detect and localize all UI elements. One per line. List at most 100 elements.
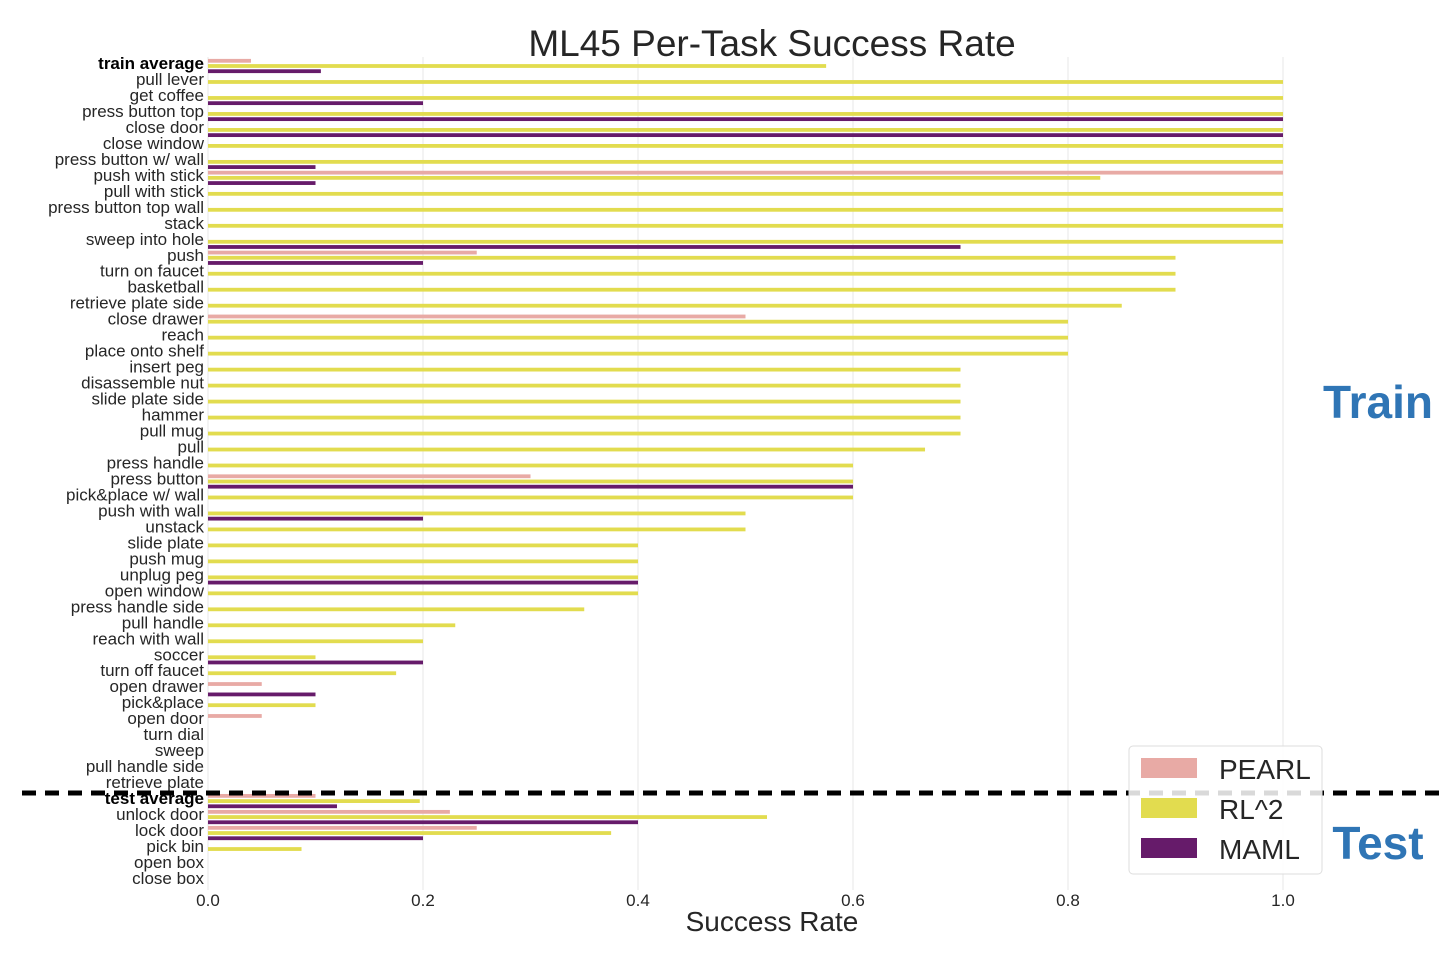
category-label-basketball: basketball xyxy=(127,278,204,297)
legend-label-rl2: RL^2 xyxy=(1219,794,1284,825)
bar-rl-2-push xyxy=(208,255,1176,260)
category-label-close-drawer: close drawer xyxy=(108,310,205,329)
bar-rl-2-pick-bin xyxy=(208,847,302,851)
bar-rl-2-unlock-door xyxy=(208,815,767,819)
bar-rl-2-close-drawer xyxy=(208,319,1068,324)
category-label-retrieve-plate-side: retrieve plate side xyxy=(70,294,204,313)
bar-pearl-lock-door xyxy=(208,825,477,830)
legend-swatch-maml xyxy=(1141,838,1197,858)
category-label-turn-dial: turn dial xyxy=(144,725,204,744)
bar-pearl-train-average xyxy=(208,58,251,63)
category-label-insert-peg: insert peg xyxy=(129,358,204,377)
category-label-pull-with-stick: pull with stick xyxy=(104,182,205,201)
category-label-disassemble-nut: disassemble nut xyxy=(81,374,204,393)
bars xyxy=(208,58,1283,851)
category-label-pick-place-w-wall: pick&place w/ wall xyxy=(66,485,204,504)
category-label-open-window: open window xyxy=(105,581,205,600)
bar-rl-2-lock-door xyxy=(208,831,612,835)
category-label-hammer: hammer xyxy=(142,406,205,425)
bar-rl-2-test-average xyxy=(208,799,420,803)
bar-rl-2-place-onto-shelf xyxy=(208,351,1068,356)
x-tick-label: 0.8 xyxy=(1056,891,1080,910)
category-label-reach: reach xyxy=(161,326,204,345)
category-label-turn-on-faucet: turn on faucet xyxy=(100,262,204,281)
bar-maml-soccer xyxy=(208,660,423,665)
category-label-close-window: close window xyxy=(103,134,205,153)
bar-rl-2-press-handle xyxy=(208,463,853,468)
bar-maml-test-average xyxy=(208,804,337,809)
bar-maml-press-button-w-wall xyxy=(208,165,316,169)
bar-pearl-test-average xyxy=(208,793,316,798)
bar-rl-2-retrieve-plate-side xyxy=(208,303,1122,308)
bar-rl-2-close-door xyxy=(208,128,1283,132)
legend: PEARL RL^2 MAML xyxy=(1128,745,1323,875)
bar-rl-2-reach-with-wall xyxy=(208,639,423,644)
category-label-close-box: close box xyxy=(132,869,204,888)
category-label-press-handle: press handle xyxy=(107,454,204,473)
category-label-push: push xyxy=(167,246,204,265)
category-label-retrieve-plate: retrieve plate xyxy=(106,773,204,792)
bar-pearl-push xyxy=(208,250,477,255)
bar-rl-2-pull-handle xyxy=(208,623,456,628)
bar-rl-2-press-handle-side xyxy=(208,607,585,612)
category-label-unstack: unstack xyxy=(145,517,204,536)
x-tick-label: 0.4 xyxy=(626,891,650,910)
bar-rl-2-push-with-wall xyxy=(208,511,746,516)
bar-rl-2-pick-place xyxy=(208,703,316,708)
x-tick-label: 1.0 xyxy=(1271,891,1295,910)
category-label-press-button-top: press button top xyxy=(82,102,204,121)
bar-maml-open-drawer xyxy=(208,692,316,697)
legend-label-pearl: PEARL xyxy=(1219,754,1311,785)
bar-maml-push-with-stick xyxy=(208,181,316,185)
category-label-sweep-into-hole: sweep into hole xyxy=(86,230,204,249)
category-label-open-door: open door xyxy=(127,709,204,728)
category-label-slide-plate: slide plate xyxy=(127,533,204,552)
category-label-pull-mug: pull mug xyxy=(140,422,204,441)
bar-pearl-open-door xyxy=(208,714,262,718)
category-label-unplug-peg: unplug peg xyxy=(120,565,204,584)
legend-label-maml: MAML xyxy=(1219,834,1300,865)
x-tick-label: 0.6 xyxy=(841,891,865,910)
x-tick-labels: 0.0 0.2 0.4 0.6 0.8 1.0 xyxy=(196,891,1295,910)
category-label-stack: stack xyxy=(164,214,204,233)
category-label-train-average: train average xyxy=(98,54,204,73)
category-label-pick-bin: pick bin xyxy=(146,837,204,856)
category-label-open-drawer: open drawer xyxy=(109,677,204,696)
bar-maml-train-average xyxy=(208,69,321,74)
bar-maml-push-with-wall xyxy=(208,516,423,521)
category-label-press-button: press button xyxy=(110,469,204,488)
category-label-press-handle-side: press handle side xyxy=(71,597,204,616)
bar-rl-2-reach xyxy=(208,335,1068,340)
category-label-push-with-stick: push with stick xyxy=(93,166,204,185)
x-axis-label: Success Rate xyxy=(686,906,859,937)
grid-lines xyxy=(207,57,1284,890)
bar-maml-unplug-peg xyxy=(208,580,638,585)
chart-title: ML45 Per-Task Success Rate xyxy=(528,23,1015,64)
bar-rl-2-pull-with-stick xyxy=(208,191,1283,196)
bar-rl-2-turn-off-faucet xyxy=(208,671,397,676)
bar-pearl-push-with-stick xyxy=(208,170,1283,175)
x-tick-label: 0.2 xyxy=(411,891,435,910)
category-label-pick-place: pick&place xyxy=(122,693,204,712)
bar-maml-get-coffee xyxy=(208,101,423,106)
legend-swatch-pearl xyxy=(1141,758,1197,778)
legend-swatch-rl2 xyxy=(1141,798,1197,818)
category-label-lock-door: lock door xyxy=(135,821,204,840)
bar-rl-2-insert-peg xyxy=(208,367,961,372)
category-label-pull: pull xyxy=(178,438,204,457)
bar-rl-2-unplug-peg xyxy=(208,575,638,580)
bar-rl-2-hammer xyxy=(208,415,961,420)
bar-rl-2-pull-lever xyxy=(208,80,1283,84)
bar-rl-2-press-button xyxy=(208,479,853,484)
category-label-get-coffee: get coffee xyxy=(130,86,204,105)
test-section-label: Test xyxy=(1332,817,1423,869)
bar-rl-2-push-mug xyxy=(208,559,638,564)
category-label-place-onto-shelf: place onto shelf xyxy=(85,342,204,361)
category-label-pull-handle: pull handle xyxy=(122,613,204,632)
bar-rl-2-slide-plate xyxy=(208,543,638,548)
bar-rl-2-press-button-w-wall xyxy=(208,159,1283,164)
category-label-slide-plate-side: slide plate side xyxy=(92,390,204,409)
bar-rl-2-press-button-top xyxy=(208,112,1283,116)
bar-rl-2-turn-on-faucet xyxy=(208,271,1176,276)
bar-maml-lock-door xyxy=(208,836,423,841)
